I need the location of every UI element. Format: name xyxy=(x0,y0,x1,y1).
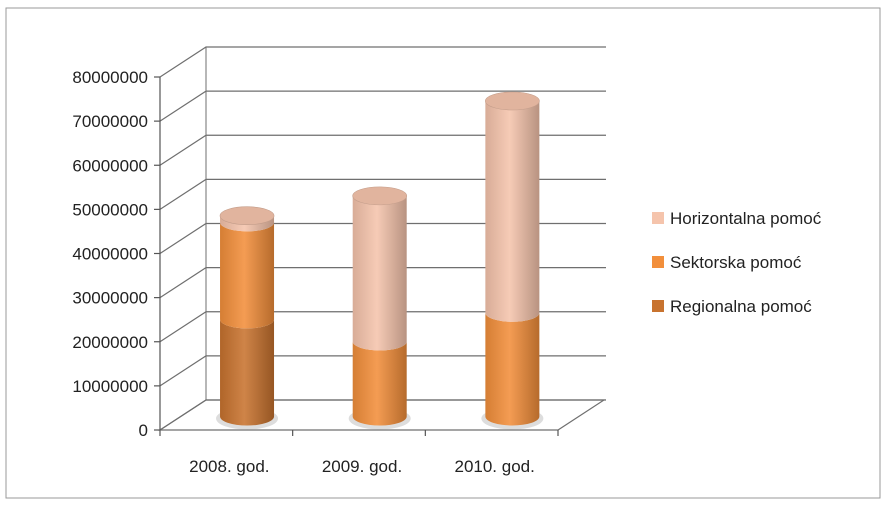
y-tick-label: 70000000 xyxy=(72,112,148,131)
legend: Horizontalna pomoć Sektorska pomoć Regiona… xyxy=(652,209,822,316)
bar-segment xyxy=(220,215,275,232)
bar-top xyxy=(485,91,540,111)
x-axis-ticks: 2008. god. 2009. god. 2010. god. xyxy=(159,430,559,476)
bar-top xyxy=(219,206,275,226)
y-tick-label: 60000000 xyxy=(72,156,148,175)
legend-label: Sektorska pomoć xyxy=(670,253,802,272)
bar-segment xyxy=(220,222,275,329)
legend-swatch xyxy=(652,212,664,224)
bar-segment xyxy=(352,341,407,426)
bar-segment xyxy=(220,319,275,426)
x-tick-label: 2009. god. xyxy=(322,457,402,476)
bar-top xyxy=(352,186,408,206)
bar-segment xyxy=(352,195,407,351)
y-tick-label: 40000000 xyxy=(72,245,148,264)
legend-label: Horizontalna pomoć xyxy=(670,209,822,228)
y-axis-ticks: 0 10000000 20000000 30000000 40000000 5000000… xyxy=(72,68,160,440)
x-tick-label: 2008. god. xyxy=(189,457,269,476)
bars xyxy=(216,91,544,430)
y-tick-label: 0 xyxy=(139,421,148,440)
legend-label: Regionalna pomoć xyxy=(670,297,812,316)
chart-border xyxy=(5,7,881,499)
legend-swatch xyxy=(652,300,664,312)
y-tick-label: 10000000 xyxy=(72,377,148,396)
y-tick-label: 50000000 xyxy=(72,200,148,219)
y-tick-label: 20000000 xyxy=(72,333,148,352)
bar-segment xyxy=(485,101,540,322)
legend-swatch xyxy=(652,256,664,268)
bar-segment xyxy=(485,312,540,426)
y-tick-label: 30000000 xyxy=(72,289,148,308)
x-tick-label: 2010. god. xyxy=(454,457,534,476)
y-tick-label: 80000000 xyxy=(72,68,148,87)
